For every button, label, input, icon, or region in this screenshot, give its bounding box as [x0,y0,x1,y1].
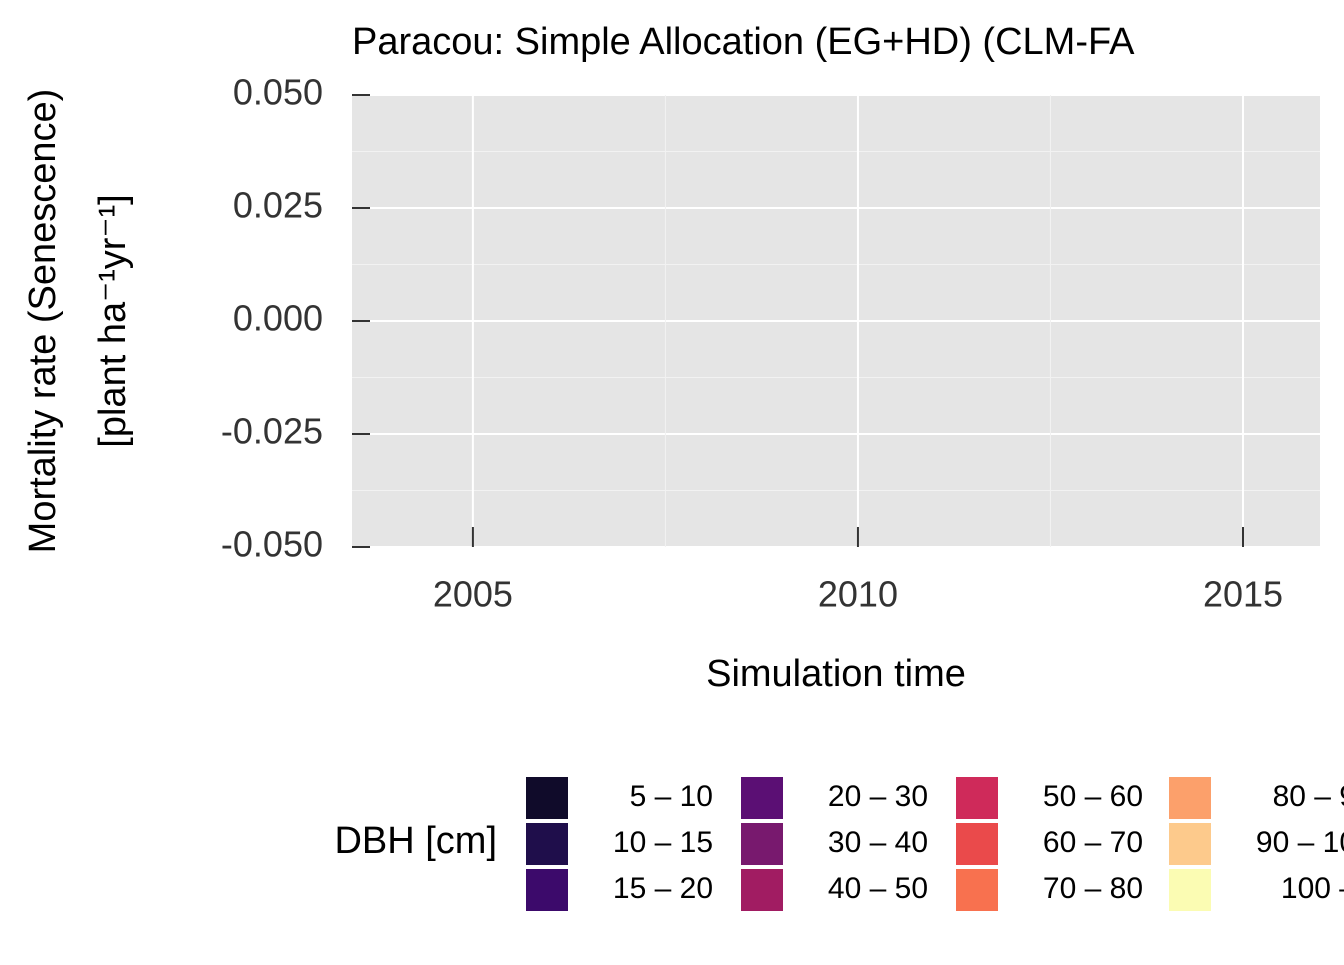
x-axis-label: Simulation time [706,653,966,695]
legend-label: 5 – 10 [630,780,713,813]
legend-label: 30 – 40 [828,826,928,859]
legend-label: 70 – 80 [1043,872,1143,905]
y-axis-label: Mortality rate (Senescence) [22,89,64,554]
chart-title: Paracou: Simple Allocation (EG+HD) (CLM-… [352,21,1135,63]
legend-key [739,867,785,913]
y-tick-label: 0.000 [233,298,323,339]
legend-label: 10 – 15 [613,826,713,859]
legend-label: 80 – 9 [1273,780,1344,813]
legend-key [524,821,570,867]
x-tick-label: 2010 [818,574,898,615]
legend-key [739,821,785,867]
legend-key [739,775,785,821]
legend-label: 20 – 30 [828,780,928,813]
legend-label: 40 – 50 [828,872,928,905]
y-tick-label: 0.050 [233,72,323,113]
x-tick-label: 2015 [1203,574,1283,615]
legend-label: 50 – 60 [1043,780,1143,813]
legend-key [954,775,1000,821]
legend-key [954,867,1000,913]
y-axis-label: [plant ha⁻¹yr⁻¹] [92,194,134,447]
y-tick-label: -0.050 [221,524,323,565]
legend-label: 90 – 10 [1256,826,1344,859]
y-tick-label: -0.025 [221,411,323,452]
legend-key [524,867,570,913]
legend-key [954,821,1000,867]
y-tick-label: 0.025 [233,185,323,226]
legend-key [524,775,570,821]
legend-label: 15 – 20 [613,872,713,905]
legend-title: DBH [cm] [334,820,497,862]
legend-key [1167,821,1213,867]
legend-label: 100 – [1281,872,1344,905]
x-tick-label: 2005 [433,574,513,615]
legend-key [1167,867,1213,913]
legend-label: 60 – 70 [1043,826,1143,859]
legend-key [1167,775,1213,821]
